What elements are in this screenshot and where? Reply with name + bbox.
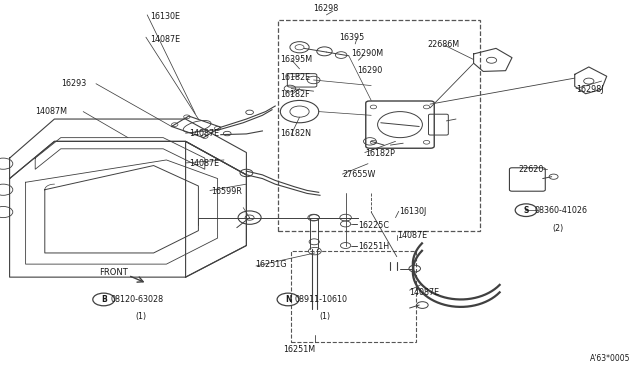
Text: 16251H: 16251H [358,242,390,251]
Text: 14087E: 14087E [150,35,180,44]
Text: 16182E: 16182E [280,73,310,81]
Text: 16130J: 16130J [399,207,426,216]
Text: 16251G: 16251G [255,260,286,269]
Text: 16182F: 16182F [280,90,310,99]
Text: S: S [524,206,529,215]
Text: (1): (1) [319,312,331,321]
Text: (2): (2) [552,224,564,233]
Text: 14087E: 14087E [397,231,427,240]
Text: 22620: 22620 [518,165,544,174]
Text: (1): (1) [135,312,147,321]
Text: 16290M: 16290M [351,49,383,58]
Bar [291,251,416,342]
Text: 14087M: 14087M [35,107,67,116]
Text: 14087E: 14087E [189,159,219,168]
Text: 16395M: 16395M [280,55,312,64]
Text: 16182P: 16182P [365,149,395,158]
Text: N: N [285,295,291,304]
Text: 16251M: 16251M [284,345,316,354]
Text: 16182N: 16182N [280,129,311,138]
Text: 14087E: 14087E [189,129,219,138]
Text: FRONT: FRONT [99,268,128,277]
Text: 16298J: 16298J [576,85,604,94]
Bar [278,20,480,231]
Text: 16599R: 16599R [211,187,242,196]
Text: 16130E: 16130E [150,12,180,21]
Text: A'63*0005: A'63*0005 [590,355,630,363]
Text: 16225C: 16225C [358,221,389,230]
Text: 08360-41026: 08360-41026 [534,206,588,215]
Text: 27655W: 27655W [342,170,376,179]
Text: B: B [101,295,106,304]
Text: 16293: 16293 [61,79,86,88]
Text: 08911-10610: 08911-10610 [294,295,348,304]
Text: 22686M: 22686M [428,40,460,49]
Text: 14087E: 14087E [410,288,440,296]
Text: 16298: 16298 [314,4,339,13]
Text: 08120-63028: 08120-63028 [110,295,163,304]
Text: 16290: 16290 [357,66,382,75]
Text: 16395: 16395 [339,33,364,42]
